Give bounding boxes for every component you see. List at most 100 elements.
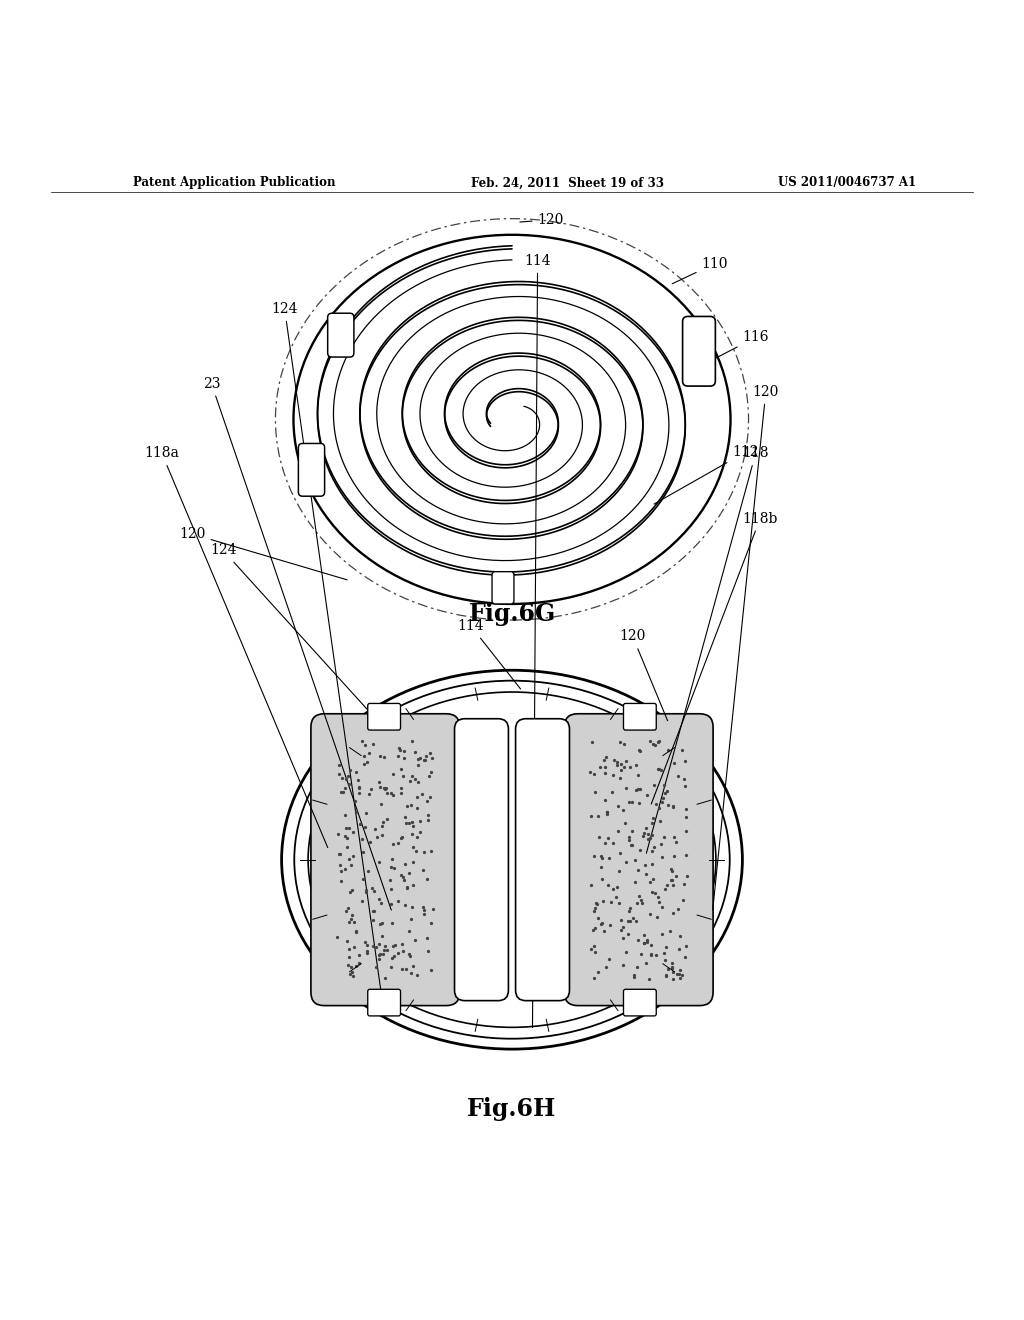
Point — [650, 887, 667, 908]
Point — [639, 932, 655, 953]
Point — [587, 781, 603, 803]
Text: 120: 120 — [179, 527, 347, 579]
Point — [656, 826, 673, 847]
Point — [664, 870, 680, 891]
Point — [638, 953, 654, 974]
Point — [355, 744, 372, 766]
Point — [374, 912, 390, 933]
Point — [599, 801, 615, 822]
Point — [347, 791, 364, 812]
Point — [371, 933, 387, 954]
Point — [340, 954, 356, 975]
Point — [360, 743, 377, 764]
Point — [604, 764, 621, 785]
Point — [342, 956, 358, 977]
Point — [418, 744, 434, 766]
Point — [340, 847, 356, 869]
Point — [382, 869, 398, 890]
Point — [657, 783, 674, 804]
Text: 110: 110 — [672, 256, 728, 284]
Point — [392, 865, 409, 886]
Point — [663, 869, 679, 890]
Point — [403, 795, 420, 816]
Point — [642, 871, 658, 892]
Point — [678, 799, 694, 820]
Point — [614, 954, 631, 975]
Point — [412, 822, 428, 843]
Point — [633, 890, 649, 911]
Point — [593, 913, 609, 935]
Point — [597, 763, 613, 784]
Point — [341, 912, 357, 933]
Point — [366, 880, 382, 902]
Point — [640, 968, 656, 989]
Point — [665, 797, 681, 818]
Point — [391, 738, 408, 759]
Point — [341, 939, 357, 960]
Point — [408, 841, 424, 862]
Point — [384, 948, 400, 969]
Point — [677, 946, 693, 968]
Point — [423, 841, 439, 862]
Point — [665, 796, 681, 817]
Point — [664, 957, 680, 978]
Point — [407, 929, 423, 950]
Point — [342, 964, 358, 985]
Point — [425, 898, 441, 919]
Point — [595, 891, 611, 912]
Point — [643, 935, 659, 956]
Point — [669, 964, 685, 985]
Point — [671, 939, 687, 960]
Point — [639, 784, 655, 805]
Point — [632, 840, 648, 861]
Point — [373, 892, 389, 913]
Point — [343, 879, 359, 900]
Point — [632, 741, 648, 762]
Point — [360, 784, 377, 805]
Text: 116: 116 — [703, 330, 769, 364]
Point — [406, 956, 422, 977]
Point — [611, 892, 628, 913]
Point — [394, 933, 411, 954]
Point — [679, 866, 695, 887]
Point — [645, 774, 662, 795]
Point — [357, 880, 374, 902]
Point — [371, 888, 387, 909]
Point — [394, 766, 411, 787]
Point — [624, 791, 640, 812]
Point — [362, 779, 379, 800]
Point — [349, 770, 366, 791]
Point — [674, 739, 690, 760]
Point — [657, 878, 674, 899]
Point — [612, 752, 629, 774]
Point — [365, 900, 381, 921]
Point — [365, 909, 381, 931]
Point — [410, 748, 426, 770]
Point — [408, 742, 424, 763]
Point — [385, 936, 401, 957]
Point — [412, 747, 428, 768]
Point — [634, 892, 650, 913]
Point — [404, 816, 421, 837]
Point — [594, 912, 610, 933]
Point — [393, 828, 410, 849]
Point — [655, 788, 672, 809]
Text: 120: 120 — [620, 630, 668, 721]
Point — [625, 908, 641, 929]
Point — [402, 962, 419, 983]
Point — [656, 775, 673, 796]
Point — [618, 941, 635, 962]
Point — [628, 754, 644, 775]
Point — [654, 896, 671, 917]
Point — [343, 854, 359, 875]
Point — [416, 842, 432, 863]
Point — [375, 944, 391, 965]
Point — [639, 824, 655, 845]
Point — [592, 756, 608, 777]
Point — [419, 869, 435, 890]
Point — [653, 924, 670, 945]
Point — [390, 942, 407, 964]
FancyBboxPatch shape — [624, 704, 656, 730]
Point — [347, 762, 364, 783]
Text: 120: 120 — [713, 384, 779, 909]
